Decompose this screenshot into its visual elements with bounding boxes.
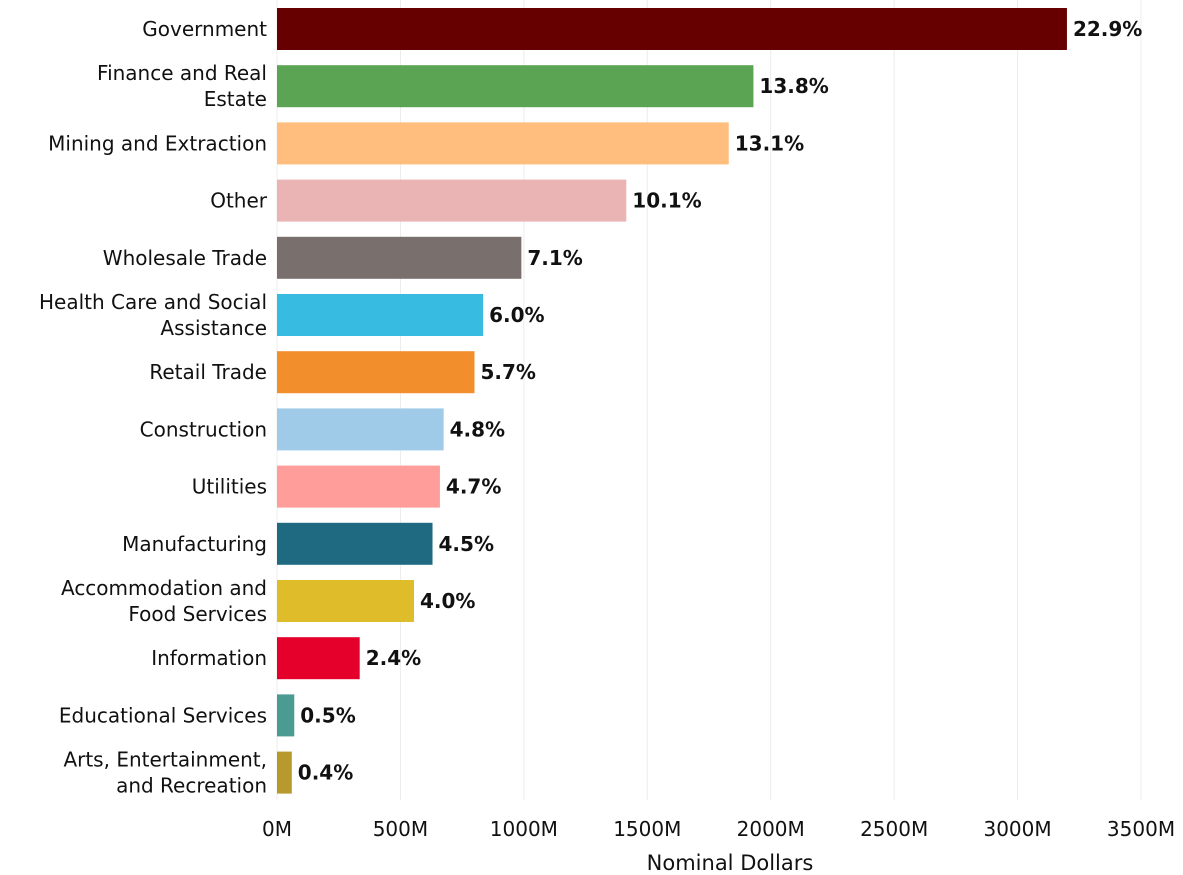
category-label: Retail Trade bbox=[149, 360, 267, 384]
bars bbox=[277, 8, 1067, 794]
category-label: Wholesale Trade bbox=[103, 246, 267, 270]
category-label: Estate bbox=[204, 87, 267, 111]
value-labels: 22.9% 13.8% 13.1% 10.1% 7.1% 6.0% 5.7% 4.8% 4.7%… bbox=[298, 17, 1143, 785]
value-label: 4.8% bbox=[450, 417, 505, 441]
bar bbox=[277, 65, 754, 108]
bar bbox=[277, 580, 415, 622]
bar bbox=[277, 522, 433, 565]
value-label: 22.9% bbox=[1073, 17, 1142, 41]
category-label: Manufacturing bbox=[122, 532, 267, 556]
x-tick-labels: 0M 500M 1000M 1500M 2000M 2500M 3000M 3500M bbox=[262, 817, 1175, 841]
category-label: Mining and Extraction bbox=[48, 131, 267, 155]
x-tick-label: 2500M bbox=[860, 817, 928, 841]
value-label: 10.1% bbox=[632, 189, 701, 213]
category-label: Assistance bbox=[160, 316, 267, 340]
value-label: 4.7% bbox=[446, 475, 501, 499]
bar bbox=[277, 179, 627, 222]
category-label: Information bbox=[151, 646, 267, 670]
category-label: and Recreation bbox=[116, 774, 267, 798]
x-axis-title: Nominal Dollars bbox=[647, 851, 814, 875]
category-label: Utilities bbox=[192, 475, 267, 499]
x-tick-label: 1000M bbox=[490, 817, 558, 841]
category-label: Construction bbox=[140, 417, 267, 441]
category-label: Health Care and Social bbox=[39, 290, 267, 314]
category-label: Other bbox=[210, 189, 268, 213]
value-label: 13.8% bbox=[759, 74, 828, 98]
category-label: Educational Services bbox=[59, 703, 267, 727]
x-tick-label: 3000M bbox=[983, 817, 1051, 841]
x-tick-label: 0M bbox=[262, 817, 292, 841]
x-tick-label: 1500M bbox=[613, 817, 681, 841]
value-label: 4.5% bbox=[439, 532, 494, 556]
bar bbox=[277, 8, 1067, 50]
category-label: Government bbox=[142, 17, 267, 41]
value-label: 2.4% bbox=[366, 646, 421, 670]
value-label: 5.7% bbox=[480, 360, 535, 384]
category-label: Arts, Entertainment, bbox=[63, 748, 267, 772]
x-tick-label: 2000M bbox=[737, 817, 805, 841]
bar bbox=[277, 351, 475, 394]
value-label: 0.4% bbox=[298, 761, 353, 785]
bar bbox=[277, 294, 484, 336]
value-label: 7.1% bbox=[527, 246, 582, 270]
gridlines bbox=[276, 0, 1142, 800]
bar bbox=[277, 637, 360, 680]
value-label: 13.1% bbox=[735, 131, 804, 155]
bar bbox=[277, 122, 729, 165]
x-tick-label: 500M bbox=[373, 817, 428, 841]
bar bbox=[277, 408, 444, 451]
category-label: Accommodation and bbox=[61, 576, 267, 600]
bar bbox=[277, 694, 295, 737]
value-label: 0.5% bbox=[300, 703, 355, 727]
category-label: Finance and Real bbox=[97, 61, 267, 85]
bar bbox=[277, 465, 440, 508]
bar bbox=[277, 236, 522, 279]
value-label: 4.0% bbox=[420, 589, 475, 613]
value-label: 6.0% bbox=[489, 303, 544, 327]
category-label: Food Services bbox=[128, 602, 267, 626]
x-tick-label: 3500M bbox=[1107, 817, 1175, 841]
bar bbox=[277, 751, 292, 794]
